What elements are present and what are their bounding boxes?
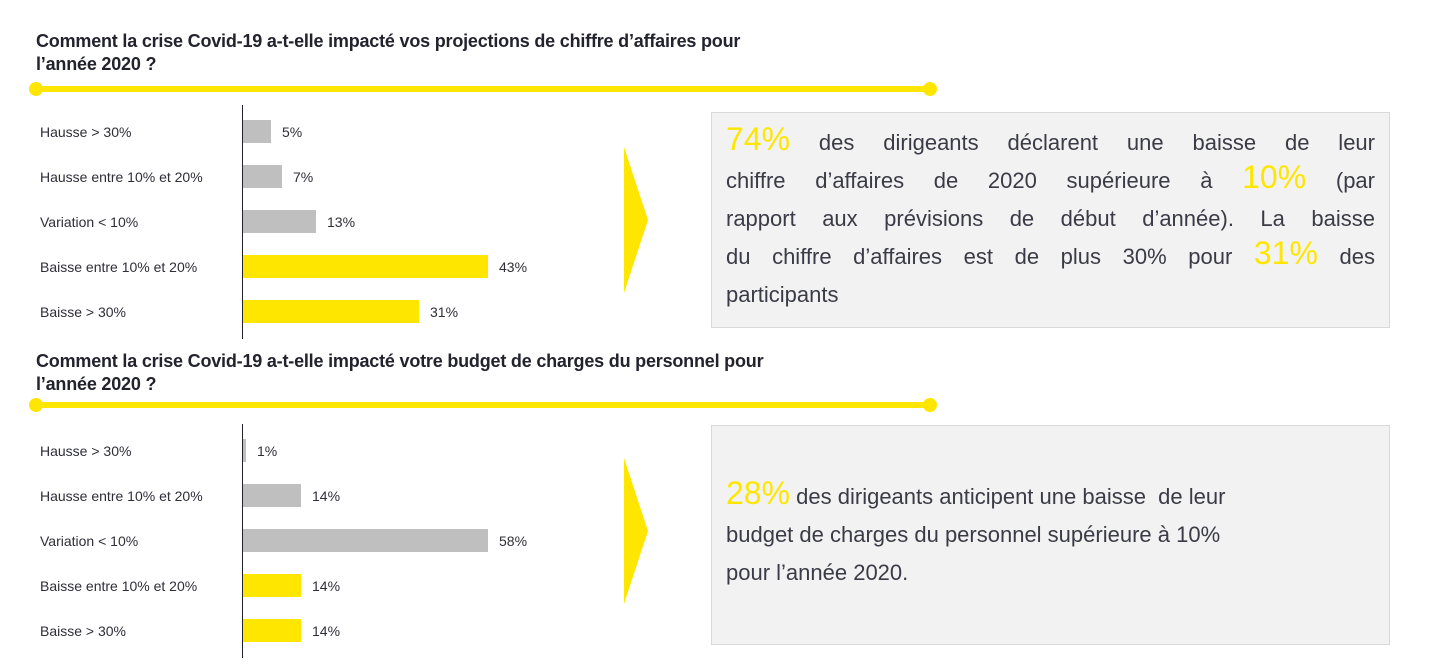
insight-text: pour l’année 2020. <box>726 560 909 585</box>
arrow-right-icon <box>624 458 648 604</box>
insight-line: 74% des dirigeants déclarent une baisse … <box>726 121 1375 162</box>
bar <box>242 484 301 507</box>
bar-row: Hausse > 30% 1% <box>36 428 601 473</box>
divider-line <box>36 402 930 408</box>
bar <box>242 120 271 143</box>
bar-area: 14% <box>242 608 601 653</box>
bar-row: Baisse entre 10% et 20% 43% <box>36 244 601 289</box>
divider-dot-right <box>923 398 937 412</box>
insight-text: des <box>1317 244 1375 269</box>
divider-line <box>36 86 930 92</box>
divider-dot-left <box>29 398 43 412</box>
bar-row: Variation < 10% 58% <box>36 518 601 563</box>
bar-area: 58% <box>242 518 601 563</box>
insight-text: des dirigeants déclarent une baisse de l… <box>790 130 1375 155</box>
bar <box>242 619 301 642</box>
insight-box-payroll: 28% des dirigeants anticipent une baisse… <box>711 425 1390 645</box>
bar-row: Hausse > 30% 5% <box>36 109 601 154</box>
value-label: 13% <box>327 213 356 230</box>
value-label: 14% <box>312 577 341 594</box>
question-title-payroll: Comment la crise Covid-19 a-t-elle impac… <box>36 350 956 396</box>
bar-row: Variation < 10% 13% <box>36 199 601 244</box>
category-label: Baisse entre 10% et 20% <box>40 258 198 275</box>
divider-dot-left <box>29 82 43 96</box>
bar-row: Hausse entre 10% et 20% 7% <box>36 154 601 199</box>
payroll-bar-chart: Hausse > 30% 1% Hausse entre 10% et 20% 14%… <box>36 424 601 658</box>
category-label: Baisse entre 10% et 20% <box>40 577 198 594</box>
question-title-line: l’année 2020 ? <box>36 54 157 74</box>
bar <box>242 529 488 552</box>
section-divider <box>29 82 937 96</box>
bar-area: 14% <box>242 563 601 608</box>
value-label: 5% <box>282 123 303 140</box>
value-label: 1% <box>257 442 278 459</box>
insight-line: pour l’année 2020. <box>726 554 1375 592</box>
question-title-line: l’année 2020 ? <box>36 374 157 394</box>
bar <box>242 574 301 597</box>
value-label: 43% <box>499 258 528 275</box>
highlight-number: 10% <box>1242 159 1307 195</box>
value-label: 14% <box>312 622 341 639</box>
bar <box>242 255 488 278</box>
bar-area: 7% <box>242 154 601 199</box>
category-label: Variation < 10% <box>40 532 139 549</box>
bar-area: 13% <box>242 199 601 244</box>
bar-area: 14% <box>242 473 601 518</box>
insight-text: du chiffre d’affaires est de plus 30% po… <box>726 244 1254 269</box>
value-label: 58% <box>499 532 528 549</box>
insight-text: (par <box>1306 168 1375 193</box>
insight-text: participants <box>726 282 839 307</box>
bar-area: 43% <box>242 244 601 289</box>
bar-area: 31% <box>242 289 601 334</box>
highlight-number: 31% <box>1253 235 1318 271</box>
highlight-number: 28% <box>726 475 791 511</box>
value-label: 31% <box>430 303 459 320</box>
category-label: Baisse > 30% <box>40 622 126 639</box>
category-label: Baisse > 30% <box>40 303 126 320</box>
bar <box>242 439 246 462</box>
insight-line: chiffre d’affaires de 2020 supérieure à … <box>726 159 1375 200</box>
insight-box-revenue: 74% des dirigeants déclarent une baisse … <box>711 112 1390 328</box>
arrow-right-icon <box>624 147 648 293</box>
bar-area: 1% <box>242 428 601 473</box>
bar-area: 5% <box>242 109 601 154</box>
category-label: Variation < 10% <box>40 213 139 230</box>
category-label: Hausse > 30% <box>40 123 132 140</box>
revenue-bar-chart: Hausse > 30% 5% Hausse entre 10% et 20% 7% V… <box>36 105 601 339</box>
y-axis-line <box>242 424 243 658</box>
insight-line: du chiffre d’affaires est de plus 30% po… <box>726 235 1375 276</box>
insight-line: participants <box>726 276 1375 314</box>
bar <box>242 210 316 233</box>
insight-text: rapport aux prévisions de début d’année)… <box>726 206 1375 231</box>
question-title-line: Comment la crise Covid-19 a-t-elle impac… <box>36 31 741 51</box>
insight-line: budget de charges du personnel supérieur… <box>726 516 1375 554</box>
insight-line: 28% des dirigeants anticipent une baisse… <box>726 475 1375 516</box>
bar-row: Hausse entre 10% et 20% 14% <box>36 473 601 518</box>
question-title-revenue: Comment la crise Covid-19 a-t-elle impac… <box>36 30 956 76</box>
insight-text: des dirigeants anticipent une baisse de … <box>790 484 1226 509</box>
insight-text: chiffre d’affaires de 2020 supérieure à <box>726 168 1243 193</box>
insight-line: rapport aux prévisions de début d’année)… <box>726 200 1375 238</box>
insight-text: budget de charges du personnel supérieur… <box>726 522 1221 547</box>
bar-row: Baisse > 30% 14% <box>36 608 601 653</box>
divider-dot-right <box>923 82 937 96</box>
value-label: 14% <box>312 487 341 504</box>
highlight-number: 74% <box>726 121 791 157</box>
bar-row: Baisse > 30% 31% <box>36 289 601 334</box>
value-label: 7% <box>293 168 314 185</box>
question-title-line: Comment la crise Covid-19 a-t-elle impac… <box>36 351 764 371</box>
bar-row: Baisse entre 10% et 20% 14% <box>36 563 601 608</box>
bar <box>242 300 419 323</box>
category-label: Hausse entre 10% et 20% <box>40 487 203 504</box>
category-label: Hausse entre 10% et 20% <box>40 168 203 185</box>
section-divider <box>29 398 937 412</box>
category-label: Hausse > 30% <box>40 442 132 459</box>
y-axis-line <box>242 105 243 339</box>
bar <box>242 165 282 188</box>
